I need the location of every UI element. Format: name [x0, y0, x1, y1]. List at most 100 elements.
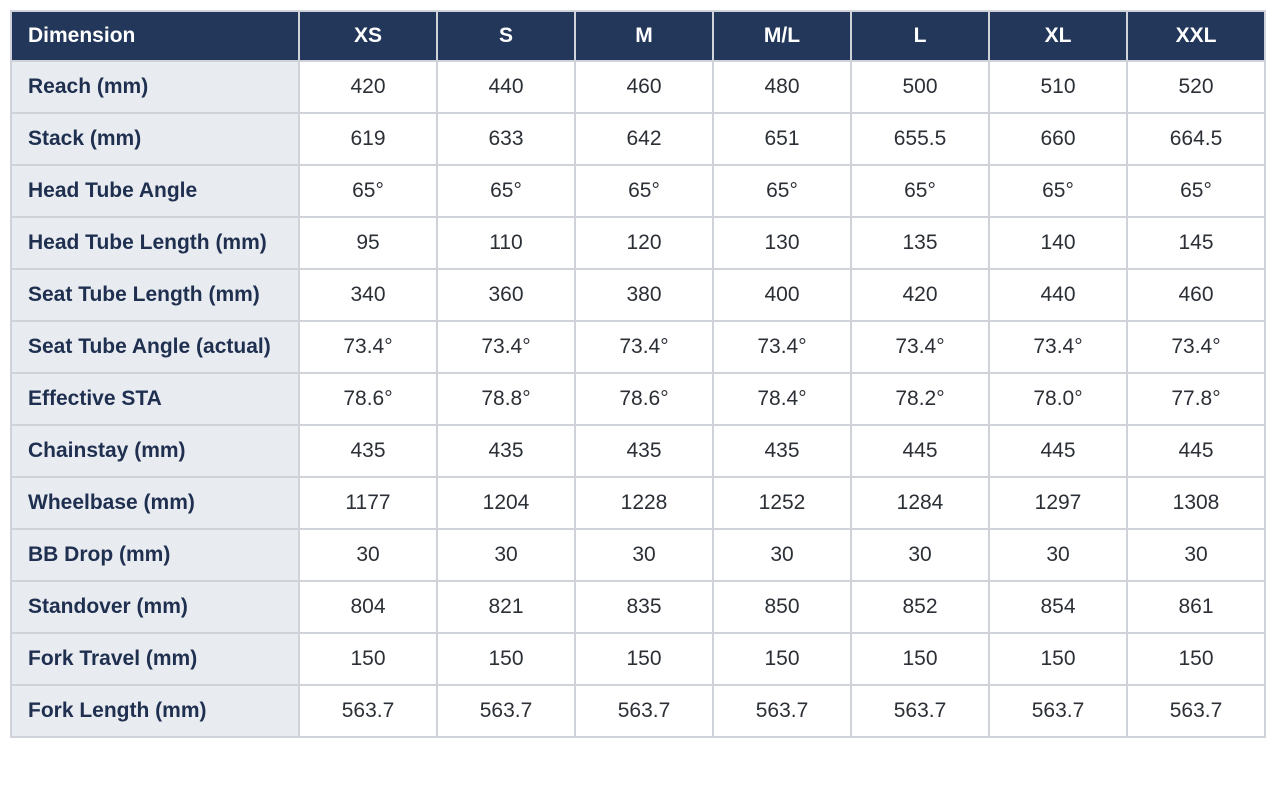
table-row: Stack (mm) 619 633 642 651 655.5 660 664.5: [10, 112, 1266, 166]
value-cell: 633: [436, 112, 576, 166]
value-cell: 651: [712, 112, 852, 166]
value-cell: 460: [1126, 268, 1266, 322]
table-row: Effective STA 78.6° 78.8° 78.6° 78.4° 78.2° 78…: [10, 372, 1266, 426]
value-cell: 73.4°: [850, 320, 990, 374]
value-cell: 660: [988, 112, 1128, 166]
value-cell: 65°: [298, 164, 438, 218]
value-cell: 150: [850, 632, 990, 686]
value-cell: 435: [712, 424, 852, 478]
value-cell: 150: [712, 632, 852, 686]
value-cell: 95: [298, 216, 438, 270]
dimension-cell: Chainstay (mm): [10, 424, 300, 478]
value-cell: 78.4°: [712, 372, 852, 426]
value-cell: 110: [436, 216, 576, 270]
value-cell: 73.4°: [298, 320, 438, 374]
value-cell: 140: [988, 216, 1128, 270]
dimension-cell: Fork Length (mm): [10, 684, 300, 738]
value-cell: 380: [574, 268, 714, 322]
dimension-cell: Wheelbase (mm): [10, 476, 300, 530]
dimension-cell: Head Tube Angle: [10, 164, 300, 218]
value-cell: 120: [574, 216, 714, 270]
table-body: Reach (mm) 420 440 460 480 500 510 520 Stack (mm…: [10, 60, 1266, 738]
value-cell: 65°: [988, 164, 1128, 218]
value-cell: 78.6°: [574, 372, 714, 426]
value-cell: 73.4°: [574, 320, 714, 374]
value-cell: 821: [436, 580, 576, 634]
value-cell: 1252: [712, 476, 852, 530]
value-cell: 835: [574, 580, 714, 634]
value-cell: 460: [574, 60, 714, 114]
value-cell: 73.4°: [1126, 320, 1266, 374]
value-cell: 510: [988, 60, 1128, 114]
dimension-cell: Head Tube Length (mm): [10, 216, 300, 270]
value-cell: 619: [298, 112, 438, 166]
value-cell: 65°: [574, 164, 714, 218]
value-cell: 1308: [1126, 476, 1266, 530]
value-cell: 1177: [298, 476, 438, 530]
value-cell: 78.0°: [988, 372, 1128, 426]
value-cell: 420: [298, 60, 438, 114]
value-cell: 664.5: [1126, 112, 1266, 166]
value-cell: 73.4°: [712, 320, 852, 374]
value-cell: 563.7: [436, 684, 576, 738]
value-cell: 65°: [712, 164, 852, 218]
size-header: XL: [988, 10, 1128, 62]
table-row: Wheelbase (mm) 1177 1204 1228 1252 1284 1297 13…: [10, 476, 1266, 530]
value-cell: 500: [850, 60, 990, 114]
table-row: Fork Length (mm) 563.7 563.7 563.7 563.7 563.…: [10, 684, 1266, 738]
dimension-cell: Seat Tube Angle (actual): [10, 320, 300, 374]
value-cell: 30: [298, 528, 438, 582]
value-cell: 30: [574, 528, 714, 582]
value-cell: 78.8°: [436, 372, 576, 426]
value-cell: 130: [712, 216, 852, 270]
value-cell: 563.7: [988, 684, 1128, 738]
value-cell: 480: [712, 60, 852, 114]
value-cell: 563.7: [712, 684, 852, 738]
table-row: Seat Tube Length (mm) 340 360 380 400 420 440 4…: [10, 268, 1266, 322]
table-row: Head Tube Length (mm) 95 110 120 130 135 140 14…: [10, 216, 1266, 270]
value-cell: 854: [988, 580, 1128, 634]
value-cell: 435: [298, 424, 438, 478]
value-cell: 65°: [850, 164, 990, 218]
value-cell: 30: [1126, 528, 1266, 582]
value-cell: 30: [850, 528, 990, 582]
value-cell: 65°: [1126, 164, 1266, 218]
size-header: S: [436, 10, 576, 62]
value-cell: 852: [850, 580, 990, 634]
table-row: Seat Tube Angle (actual) 73.4° 73.4° 73.4° 7…: [10, 320, 1266, 374]
value-cell: 77.8°: [1126, 372, 1266, 426]
table-row: Head Tube Angle 65° 65° 65° 65° 65° 65° 65°: [10, 164, 1266, 218]
value-cell: 360: [436, 268, 576, 322]
header-row: Dimension XS S M M/L L XL XXL: [10, 10, 1266, 62]
value-cell: 520: [1126, 60, 1266, 114]
value-cell: 30: [436, 528, 576, 582]
value-cell: 861: [1126, 580, 1266, 634]
value-cell: 150: [988, 632, 1128, 686]
table-row: Standover (mm) 804 821 835 850 852 854 861: [10, 580, 1266, 634]
geometry-table: Dimension XS S M M/L L XL XXL Reach (mm) 420 440 4…: [10, 10, 1266, 738]
dimension-cell: Fork Travel (mm): [10, 632, 300, 686]
value-cell: 78.2°: [850, 372, 990, 426]
size-header: XXL: [1126, 10, 1266, 62]
value-cell: 30: [712, 528, 852, 582]
value-cell: 150: [1126, 632, 1266, 686]
value-cell: 563.7: [1126, 684, 1266, 738]
size-header: XS: [298, 10, 438, 62]
dimension-cell: Stack (mm): [10, 112, 300, 166]
table-header: Dimension XS S M M/L L XL XXL: [10, 10, 1266, 62]
value-cell: 400: [712, 268, 852, 322]
value-cell: 850: [712, 580, 852, 634]
value-cell: 440: [436, 60, 576, 114]
value-cell: 1297: [988, 476, 1128, 530]
value-cell: 340: [298, 268, 438, 322]
value-cell: 563.7: [574, 684, 714, 738]
table-row: Chainstay (mm) 435 435 435 435 445 445 445: [10, 424, 1266, 478]
dimension-cell: Standover (mm): [10, 580, 300, 634]
value-cell: 65°: [436, 164, 576, 218]
value-cell: 150: [436, 632, 576, 686]
value-cell: 655.5: [850, 112, 990, 166]
dimension-cell: BB Drop (mm): [10, 528, 300, 582]
value-cell: 78.6°: [298, 372, 438, 426]
value-cell: 420: [850, 268, 990, 322]
